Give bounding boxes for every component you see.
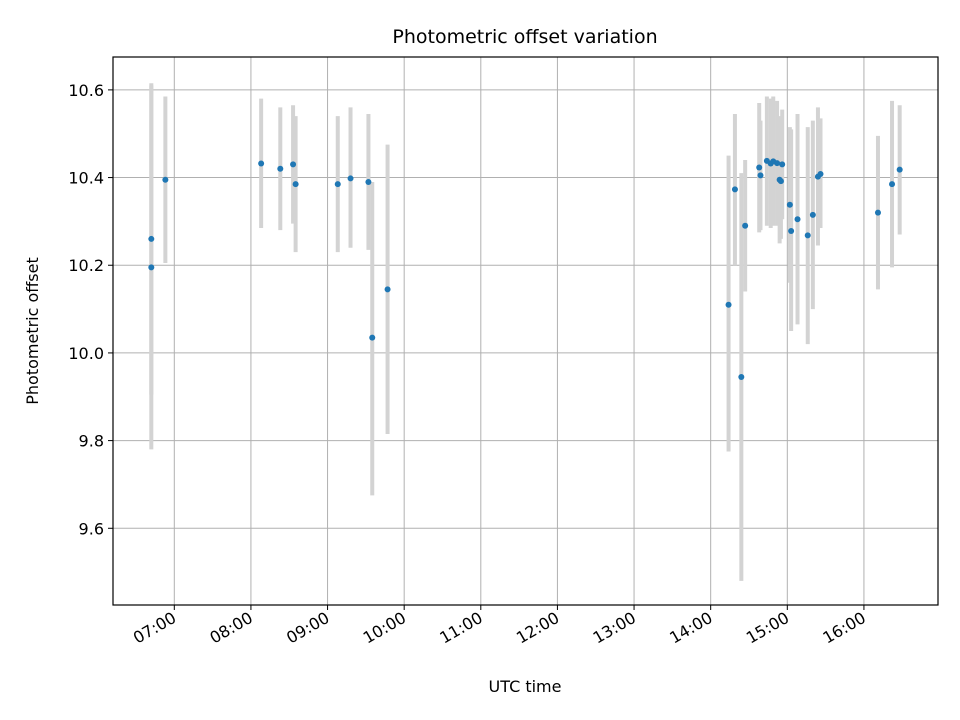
plot-frame [112,56,939,606]
y-axis-label: Photometric offset [23,257,42,405]
data-point [731,186,738,193]
data-point [258,160,265,167]
data-point [148,235,155,242]
data-point [277,165,284,172]
data-point [774,160,781,167]
data-point [889,181,896,188]
y-tick-label: 10.0 [68,344,104,363]
data-point [794,216,801,223]
data-point [804,232,811,239]
data-point [290,161,297,168]
data-point [896,166,903,173]
data-point [725,301,732,308]
y-tick-label: 9.6 [79,519,104,538]
y-tick-label: 10.4 [68,169,104,188]
data-point [786,201,793,208]
data-point [162,176,169,183]
data-point [757,172,764,179]
y-axis-ticks: 9.6 9.8 10.0 10.2 10.4 10.6 [68,81,113,538]
data-point [347,175,354,182]
x-axis-label: UTC time [489,677,562,696]
data-point [334,181,341,188]
data-point [779,161,786,168]
data-point [742,222,749,229]
data-point [292,181,299,188]
data-point [738,374,745,381]
y-tick-label: 10.2 [68,256,104,275]
data-point [148,264,155,271]
data-point [809,211,816,218]
data-point [777,178,784,185]
data-point [788,228,795,235]
y-tick-label: 9.8 [79,432,104,451]
data-point [817,171,824,178]
data-points [148,157,903,381]
grid [113,57,938,605]
data-point [384,286,391,293]
data-point [874,209,881,216]
data-point [365,178,372,185]
y-tick-label: 10.6 [68,81,104,100]
data-point [756,164,763,171]
chart-title: Photometric offset variation [392,26,657,48]
data-point [369,334,376,341]
